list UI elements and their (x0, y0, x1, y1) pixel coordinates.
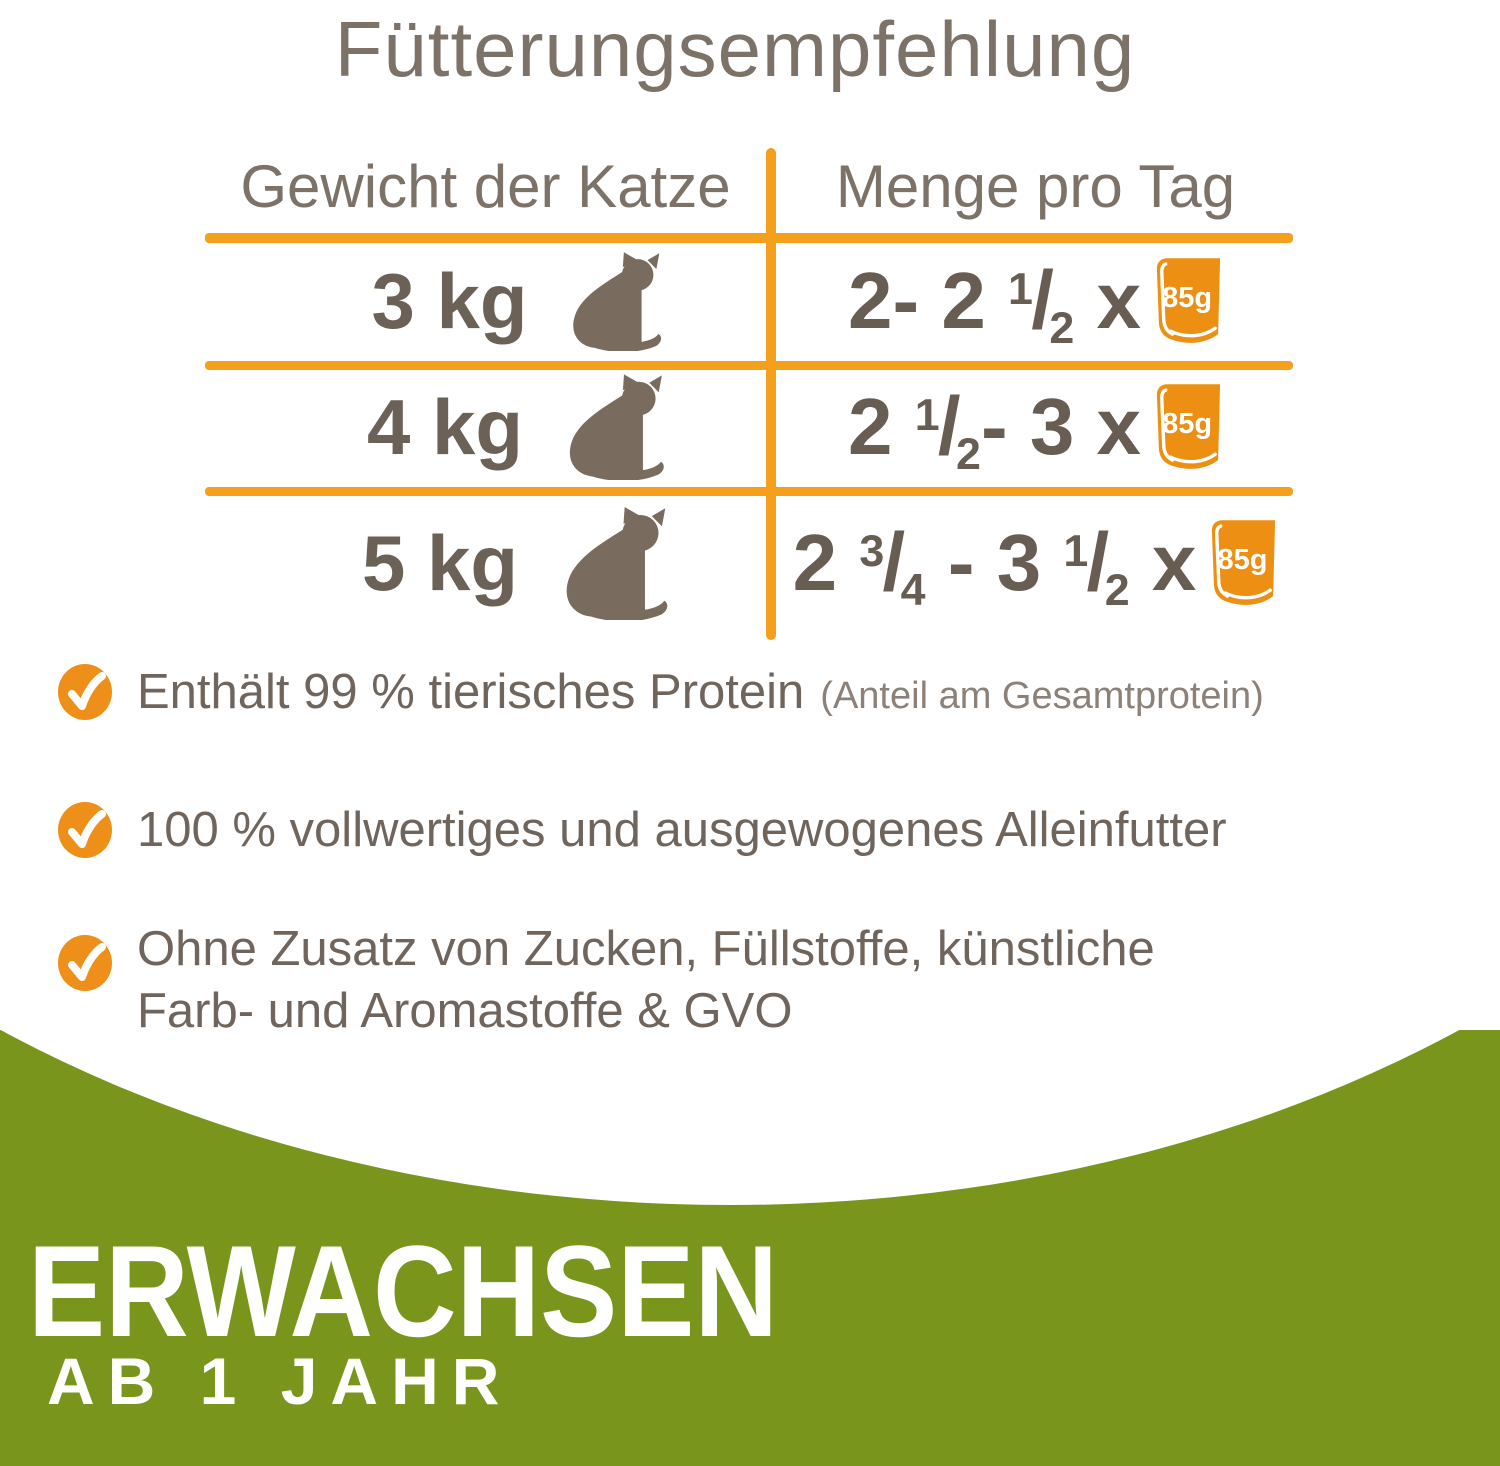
checkmark-icon (58, 935, 112, 991)
table-row-divider-2 (205, 487, 1293, 496)
pouch-85g-icon: 85g (1153, 254, 1223, 348)
amount-value: 2- 2 1/2 x (847, 255, 1142, 353)
table-header-underline (205, 233, 1293, 243)
cat-icon (569, 374, 664, 480)
amount-value: 2 1/2- 3 x (847, 381, 1142, 479)
table-row-amount-4kg: 2 1/2- 3 x 85g (778, 372, 1293, 482)
column-header-amount: Menge pro Tag (835, 153, 1236, 220)
table-row-amount-3kg: 2- 2 1/2 x 85g (778, 246, 1293, 356)
benefit-item-complete-food: 100 % vollwertiges und ausgewogenes Alle… (58, 802, 1227, 858)
benefit-text-line1: Ohne Zusatz von Zucken, Füllstoffe, küns… (137, 922, 1155, 976)
table-row-amount-5kg: 2 3/4 - 3 1/2 x 85g (778, 498, 1293, 628)
age-group-headline: ERWACHSEN (28, 1218, 779, 1364)
pouch-weight-label: 85g (1162, 282, 1213, 315)
fraction: 1/2 (1008, 255, 1075, 353)
footer-arc-decoration (0, 1030, 1500, 1205)
column-header-weight: Gewicht der Katze (240, 153, 731, 220)
amount-value: 2 3/4 - 3 1/2 x (792, 517, 1197, 615)
table-row-divider-1 (205, 361, 1293, 370)
benefit-note: (Anteil am Gesamtprotein) (820, 675, 1264, 717)
table-row-weight-5kg: 5 kg (205, 498, 766, 628)
table-column-divider (766, 148, 776, 640)
page-title: Fütterungsempfehlung (334, 5, 1136, 93)
table-row-weight-3kg: 3 kg (205, 246, 766, 356)
pouch-weight-label: 85g (1162, 408, 1213, 441)
cat-icon (572, 251, 661, 351)
benefit-text: Enthält 99 % tierisches Protein (Anteil a… (137, 665, 1264, 719)
weight-value: 3 kg (371, 256, 528, 345)
fraction: 3/4 (859, 517, 926, 615)
benefit-item-no-additives: Ohne Zusatz von Zucken, Füllstoffe, küns… (58, 918, 1155, 1042)
benefit-text: 100 % vollwertiges und ausgewogenes Alle… (137, 803, 1227, 857)
pouch-weight-label: 85g (1217, 544, 1268, 577)
fraction: 1/2 (914, 381, 981, 479)
benefit-item-protein: Enthält 99 % tierisches Protein (Anteil a… (58, 664, 1264, 724)
pouch-85g-icon: 85g (1208, 516, 1278, 610)
fraction: 1/2 (1063, 517, 1130, 615)
cat-icon (566, 506, 668, 620)
footer-band: ERWACHSEN AB 1 JAHR (0, 1030, 1500, 1466)
age-group-subline: AB 1 JAHR (47, 1344, 513, 1418)
weight-value: 5 kg (361, 518, 519, 607)
checkmark-icon (58, 664, 112, 720)
benefit-text-line2: Farb- und Aromastoffe & GVO (137, 984, 793, 1038)
checkmark-icon (58, 802, 112, 858)
pouch-85g-icon: 85g (1153, 380, 1223, 474)
table-row-weight-4kg: 4 kg (205, 372, 766, 482)
benefit-text: Ohne Zusatz von Zucken, Füllstoffe, küns… (137, 918, 1155, 1042)
weight-value: 4 kg (366, 382, 524, 471)
